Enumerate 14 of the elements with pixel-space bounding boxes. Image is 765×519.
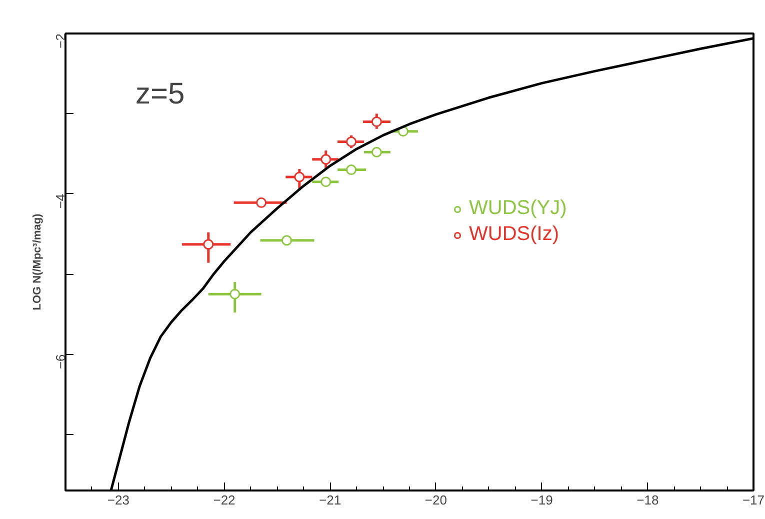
y-tick-label: −2: [53, 33, 68, 48]
x-tick-label: −17: [742, 492, 765, 508]
x-tick-label: −23: [107, 492, 130, 508]
legend-label: WUDS(Iz): [469, 223, 559, 246]
x-tick-label: −21: [319, 492, 342, 508]
legend-label: WUDS(YJ): [469, 197, 567, 220]
annotation: z=5: [136, 78, 185, 110]
x-tick-label: −19: [530, 492, 553, 508]
y-tick-label: −6: [53, 354, 68, 370]
x-tick-label: −18: [636, 492, 659, 508]
y-axis-title: LOG N(/Mpc³/mag): [32, 213, 44, 310]
x-tick-label: −20: [424, 492, 447, 508]
y-tick-label: −4: [53, 194, 68, 209]
x-tick-label: −22: [213, 492, 236, 508]
